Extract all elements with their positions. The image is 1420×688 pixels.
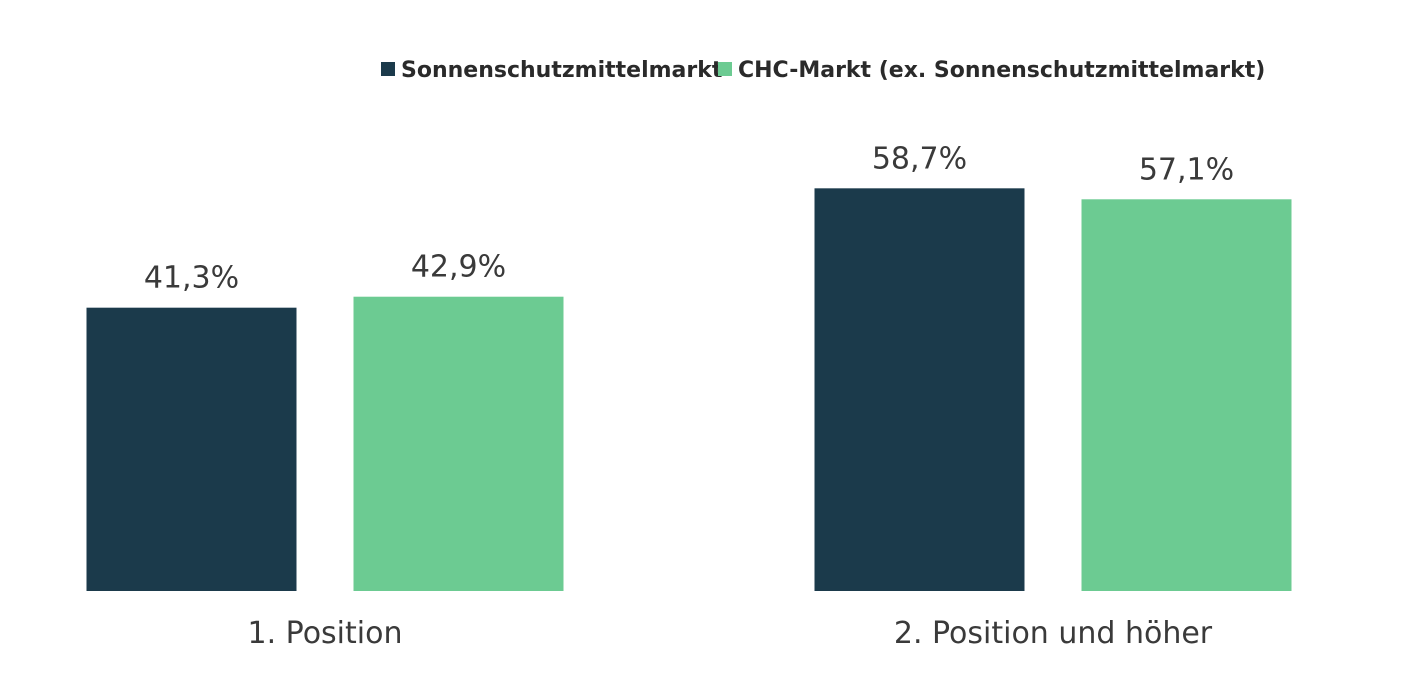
bar-series-0-category-0 [86, 307, 297, 591]
data-label-series-1-category-0: 42,9% [411, 250, 506, 285]
data-label-series-1-category-1: 57,1% [1139, 152, 1234, 187]
category-label-1: 2. Position und höher [894, 616, 1213, 651]
legend-swatch-chc-markt [718, 62, 732, 76]
legend-swatch-sonnenschutzmittelmarkt [381, 62, 395, 76]
legend: Sonnenschutzmittelmarkt CHC-Markt (ex. S… [381, 58, 1265, 83]
legend-label-chc-markt: CHC-Markt (ex. Sonnenschutzmittelmarkt) [738, 58, 1265, 83]
data-label-series-0-category-1: 58,7% [872, 141, 967, 176]
plot-area: 41,3% 42,9% 1. Position 58,7% 57,1% 2. Positi… [86, 141, 1292, 651]
bar-series-1-category-1 [1081, 199, 1292, 591]
data-label-series-0-category-0: 41,3% [144, 261, 239, 296]
bar-series-0-category-1 [814, 188, 1025, 591]
legend-label-sonnenschutzmittelmarkt: Sonnenschutzmittelmarkt [401, 58, 723, 83]
bar-series-1-category-0 [353, 296, 564, 591]
category-label-0: 1. Position [248, 616, 403, 651]
